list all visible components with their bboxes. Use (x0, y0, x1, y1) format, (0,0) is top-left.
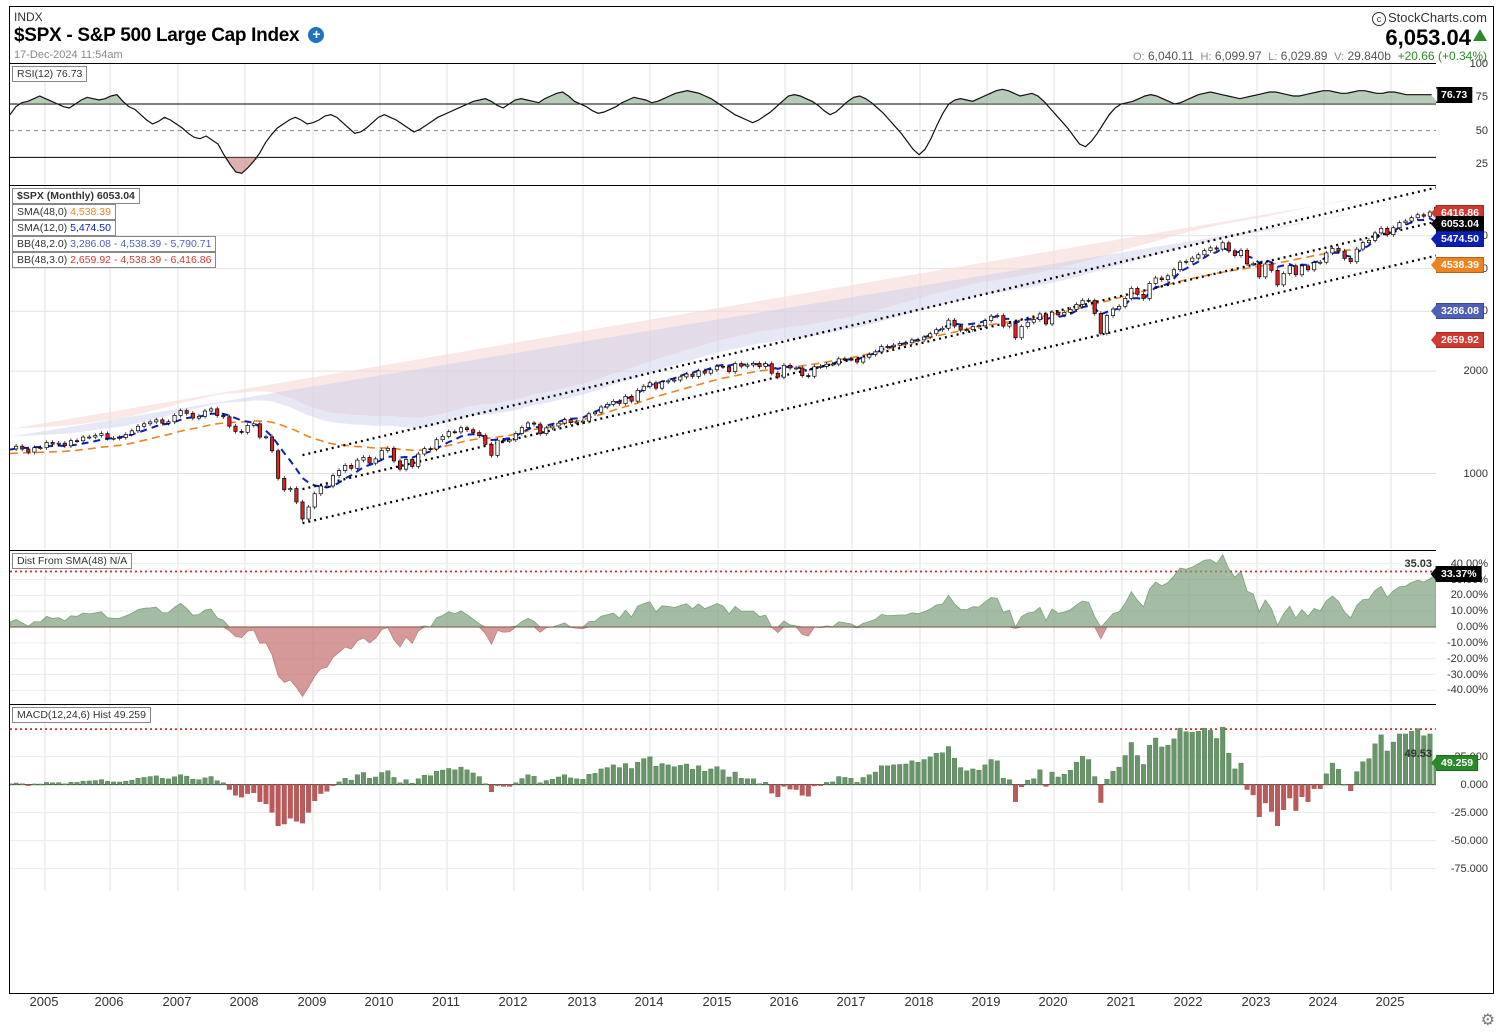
exchange-label: INDX (14, 10, 43, 24)
price-legend-bb3: BB(48,3.0) 2,659.92 - 4,538.39 - 6,416.8… (12, 252, 216, 268)
year-tick: 2007 (163, 994, 192, 1009)
year-tick: 2006 (95, 994, 124, 1009)
chart-root: INDX $SPX - S&P 500 Large Cap Index + cS… (0, 0, 1503, 1036)
rsi-value-tag: 76.73 (1436, 87, 1472, 103)
year-tick: 2008 (230, 994, 259, 1009)
up-arrow-icon (1473, 29, 1487, 41)
dist-value-tag: 33.37% (1436, 566, 1482, 582)
year-tick: 2020 (1039, 994, 1068, 1009)
year-tick: 2010 (365, 994, 394, 1009)
ohlc-row: O: 6,040.11 H: 6,099.97 L: 6,029.89 V: 2… (1133, 49, 1487, 63)
chart-frame: INDX $SPX - S&P 500 Large Cap Index + cS… (9, 6, 1494, 994)
year-tick: 2013 (568, 994, 597, 1009)
timestamp: 17-Dec-2024 11:54am (14, 49, 123, 61)
x-axis: 2005 2006 2007 2008 2009 2010 2011 2012 2013 2014… (9, 994, 1494, 1014)
year-tick: 2017 (837, 994, 866, 1009)
price-legend-main: $SPX (Monthly) 6053.04 (12, 188, 140, 204)
price-legend-sma48: SMA(48,0) 4,538.39 (12, 204, 116, 220)
macd-hline-label: 49.53 (1404, 748, 1432, 760)
price-legend-bb2: BB(48,2.0) 3,286.08 - 4,538.39 - 5,790.7… (12, 236, 216, 252)
rsi-legend: RSI(12) 76.73 (12, 66, 87, 82)
rsi-panel[interactable]: RSI(12) 76.73 100755025 76.73 (10, 63, 1436, 184)
year-tick: 2018 (905, 994, 934, 1009)
last-price: 6,053.04 (1385, 25, 1471, 51)
year-tick: 2022 (1174, 994, 1203, 1009)
macd-legend: MACD(12,24,6) Hist 49.259 (12, 707, 151, 723)
brand-logo: cStockCharts.com (1372, 10, 1487, 26)
year-tick: 2016 (770, 994, 799, 1009)
year-tick: 2024 (1309, 994, 1338, 1009)
dist-legend: Dist From SMA(48) N/A (12, 553, 132, 569)
dist-panel[interactable]: Dist From SMA(48) N/A 40.00%30.00%20.00%… (10, 550, 1436, 703)
macd-value-tag: 49.259 (1436, 755, 1478, 771)
settings-gear-icon[interactable]: ⚙ (1481, 1010, 1495, 1030)
year-tick: 2019 (972, 994, 1001, 1009)
low-value: 6,029.89 (1281, 49, 1328, 63)
year-tick: 2011 (432, 994, 460, 1009)
chart-header: INDX $SPX - S&P 500 Large Cap Index + cS… (10, 7, 1493, 51)
high-value: 6,099.97 (1215, 49, 1262, 63)
year-tick: 2014 (635, 994, 664, 1009)
year-tick: 2015 (703, 994, 732, 1009)
chart-title: $SPX - S&P 500 Large Cap Index + (14, 25, 324, 47)
year-tick: 2021 (1107, 994, 1136, 1009)
price-panel[interactable]: $SPX (Monthly) 6053.04 SMA(48,0) 4,538.3… (10, 185, 1436, 549)
add-symbol-button[interactable]: + (308, 27, 324, 43)
year-tick: 2023 (1242, 994, 1271, 1009)
year-tick: 2012 (499, 994, 528, 1009)
volume-value: 29.840b (1348, 49, 1391, 63)
open-value: 6,040.11 (1148, 49, 1194, 63)
symbol-name: S&P 500 Large Cap Index (77, 25, 299, 46)
year-tick: 2025 (1376, 994, 1405, 1009)
dist-hline-label: 35.03 (1404, 558, 1432, 570)
change-value: +20.66 (1398, 49, 1435, 63)
macd-panel[interactable]: MACD(12,24,6) Hist 49.259 25.0000.000-25… (10, 704, 1436, 891)
year-tick: 2005 (30, 994, 59, 1009)
symbol: $SPX (14, 25, 61, 46)
price-legend-sma12: SMA(12,0) 5,474.50 (12, 220, 116, 236)
year-tick: 2009 (298, 994, 327, 1009)
